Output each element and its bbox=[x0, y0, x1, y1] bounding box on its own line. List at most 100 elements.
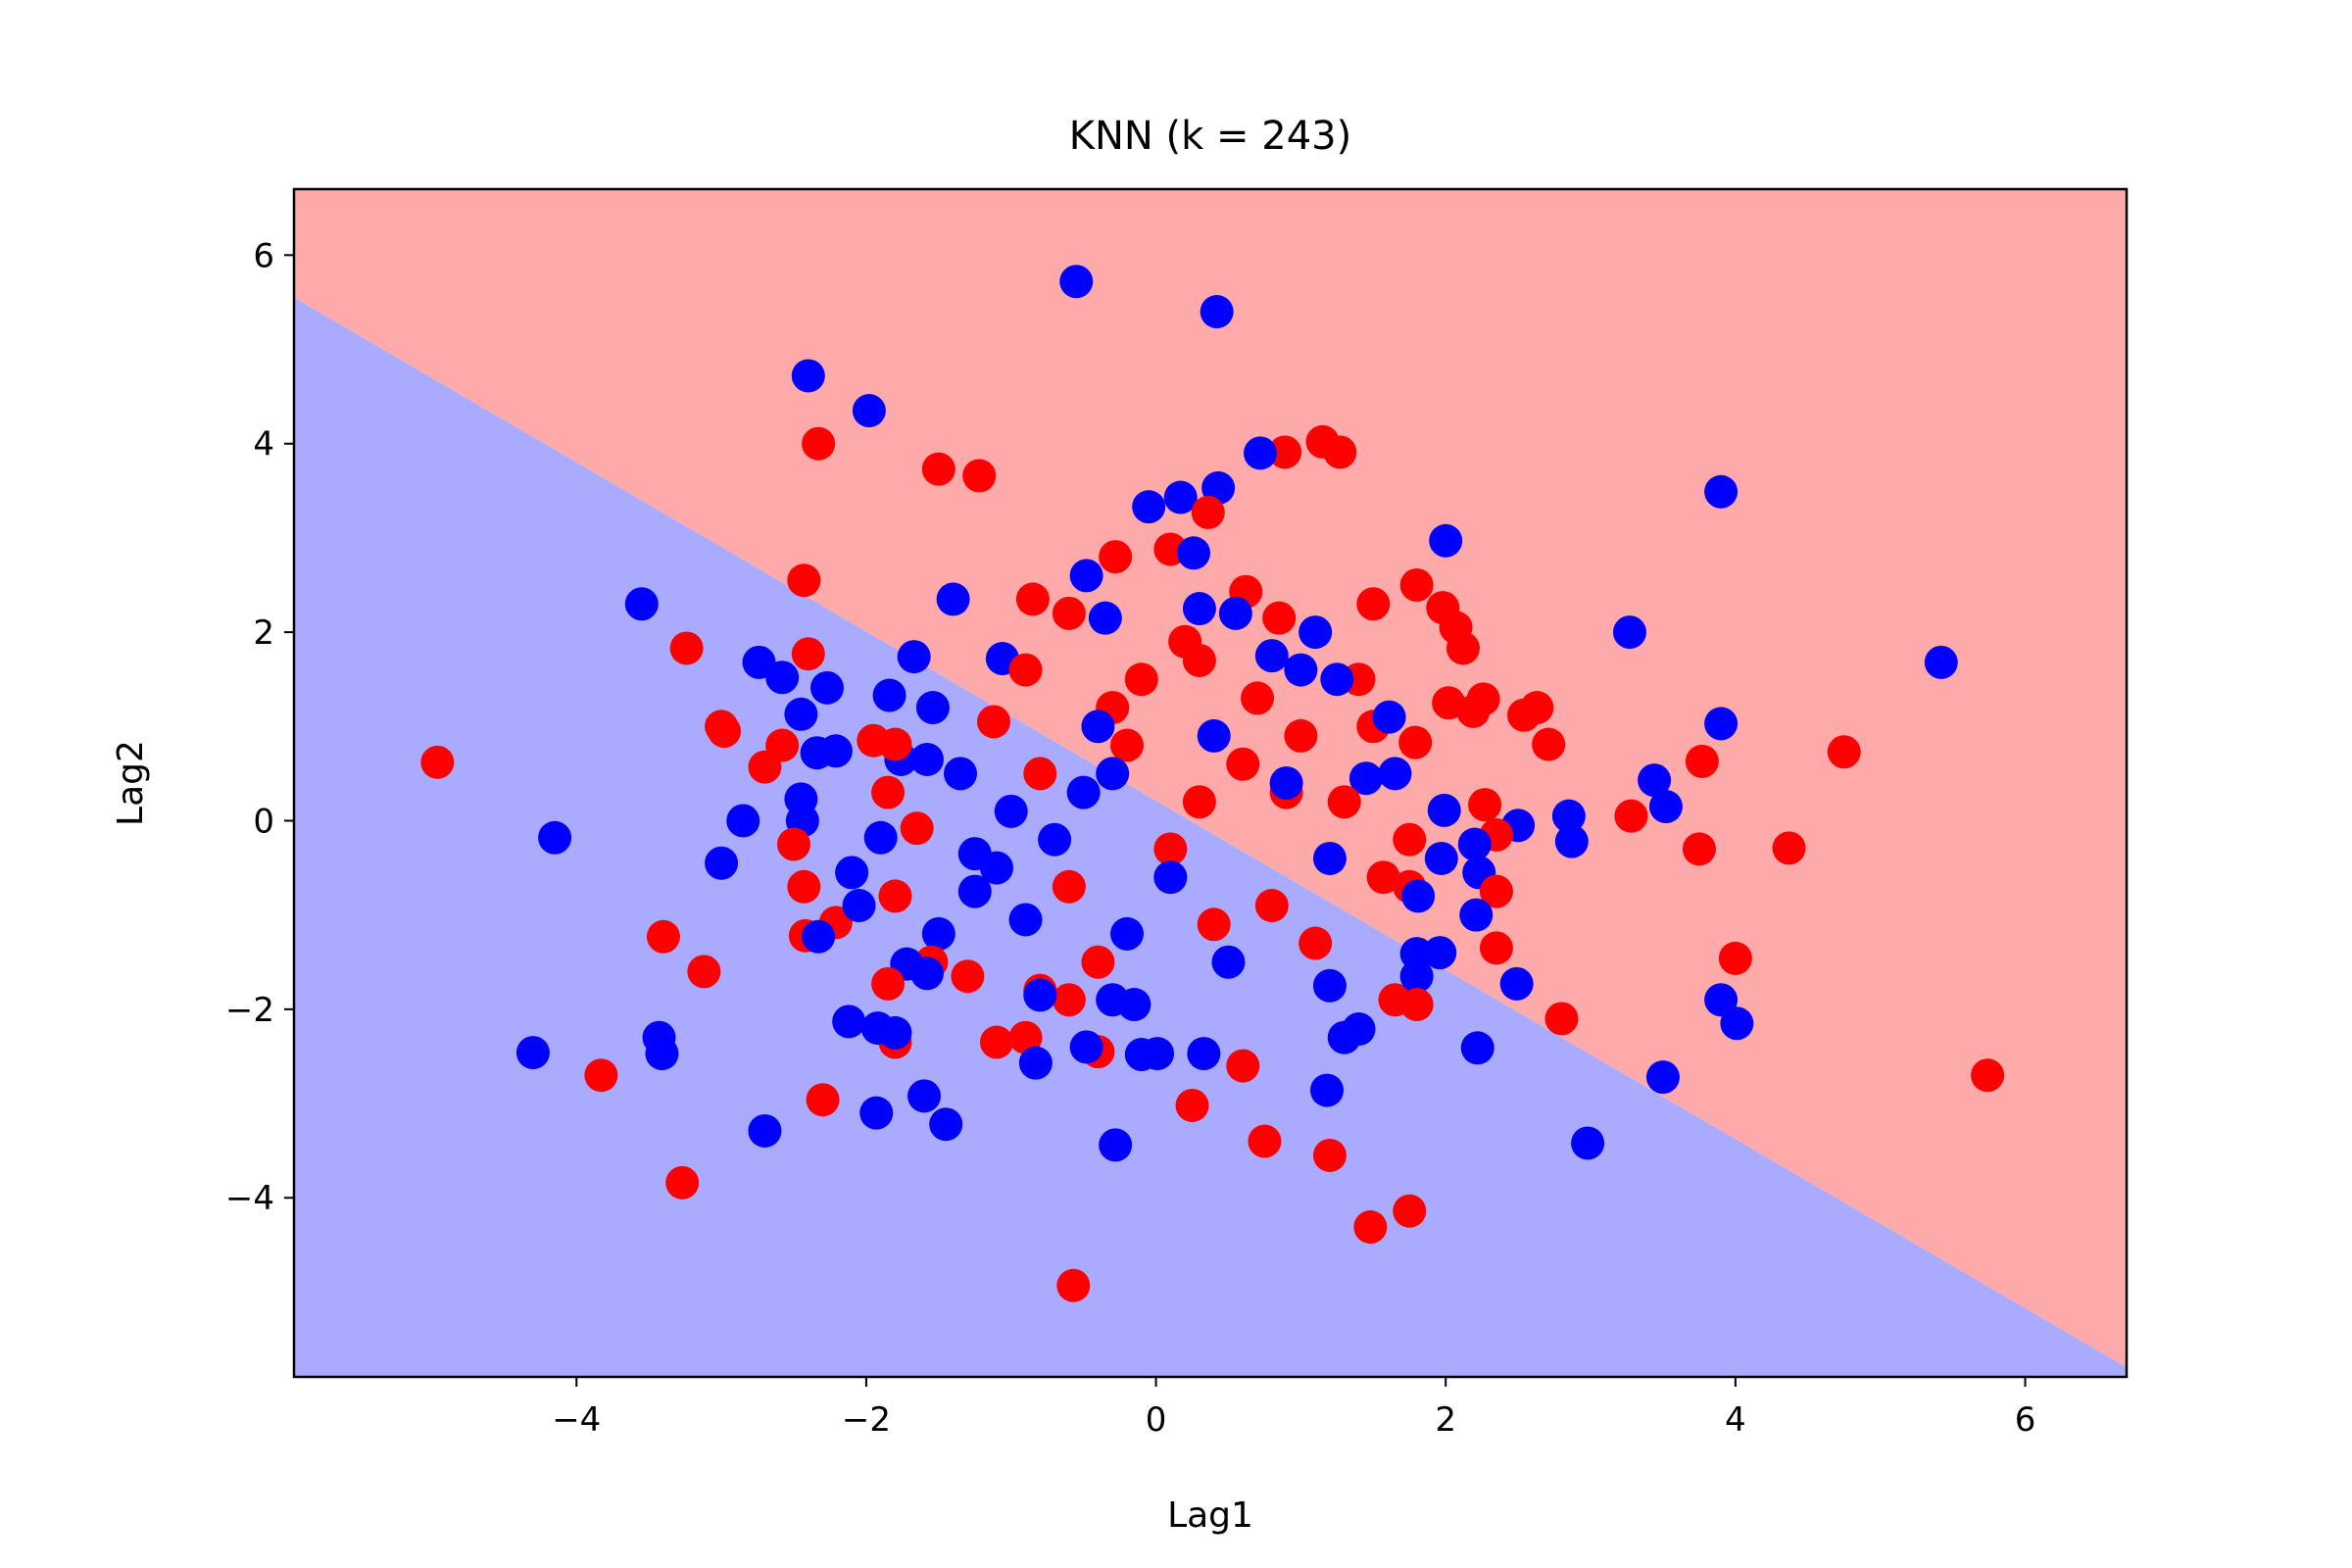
red-data-point bbox=[1248, 1124, 1282, 1158]
red-data-point bbox=[1353, 1210, 1388, 1245]
red-data-point bbox=[1052, 596, 1086, 630]
red-data-point bbox=[1312, 1138, 1347, 1172]
red-data-point bbox=[1399, 568, 1434, 602]
blue-data-point bbox=[936, 582, 970, 616]
blue-data-point bbox=[1638, 763, 1672, 798]
blue-data-point bbox=[1096, 757, 1130, 791]
blue-data-point bbox=[1088, 601, 1122, 635]
red-data-point bbox=[1081, 945, 1115, 979]
red-data-point bbox=[1008, 1020, 1043, 1054]
red-data-point bbox=[962, 459, 997, 493]
blue-data-point bbox=[1460, 1031, 1494, 1065]
blue-data-point bbox=[1459, 898, 1494, 932]
red-data-point bbox=[1398, 725, 1433, 760]
blue-data-point bbox=[1427, 793, 1461, 827]
blue-data-point bbox=[1141, 1037, 1175, 1071]
red-data-point bbox=[1153, 832, 1188, 866]
blue-data-point bbox=[1153, 860, 1188, 895]
red-data-point bbox=[748, 750, 782, 784]
red-data-point bbox=[420, 745, 455, 779]
blue-data-point bbox=[832, 1004, 866, 1039]
blue-data-point bbox=[1429, 523, 1463, 558]
red-data-point bbox=[1323, 435, 1357, 469]
red-data-point bbox=[802, 426, 836, 461]
blue-data-point bbox=[1059, 265, 1094, 299]
red-data-point bbox=[1052, 869, 1086, 904]
blue-data-point bbox=[645, 1037, 679, 1071]
blue-data-point bbox=[1197, 718, 1231, 753]
blue-data-point bbox=[1457, 827, 1492, 861]
red-data-point bbox=[1479, 931, 1513, 965]
x-tick-label: 4 bbox=[1725, 1400, 1746, 1440]
red-data-point bbox=[687, 955, 721, 989]
red-data-point bbox=[1226, 747, 1260, 781]
blue-data-point bbox=[1038, 822, 1072, 857]
blue-data-point bbox=[878, 1015, 912, 1050]
y-axis-label: Lag2 bbox=[111, 740, 151, 826]
red-data-point bbox=[871, 966, 906, 1001]
blue-data-point bbox=[1372, 700, 1406, 734]
red-data-point bbox=[1327, 785, 1361, 819]
blue-data-point bbox=[802, 919, 836, 954]
red-data-point bbox=[878, 727, 912, 761]
blue-data-point bbox=[1645, 1060, 1680, 1095]
blue-data-point bbox=[1499, 966, 1534, 1001]
x-axis-label: Lag1 bbox=[1167, 1495, 1253, 1536]
blue-data-point bbox=[1099, 1128, 1133, 1162]
red-data-point bbox=[1393, 822, 1427, 857]
red-data-point bbox=[979, 1025, 1013, 1059]
blue-data-point bbox=[1023, 978, 1057, 1012]
red-data-point bbox=[1124, 662, 1158, 697]
plot-area bbox=[294, 189, 2127, 1377]
blue-data-point bbox=[1378, 757, 1412, 791]
blue-data-point bbox=[944, 757, 977, 791]
blue-data-point bbox=[910, 742, 944, 776]
red-data-point bbox=[1544, 1002, 1579, 1036]
blue-data-point bbox=[994, 794, 1028, 828]
red-data-point bbox=[669, 631, 704, 665]
red-data-point bbox=[1685, 744, 1719, 778]
y-tick-label: 6 bbox=[253, 236, 274, 275]
blue-data-point bbox=[1187, 1037, 1221, 1071]
blue-data-point bbox=[979, 851, 1013, 885]
red-data-point bbox=[1023, 757, 1057, 791]
red-data-point bbox=[1284, 718, 1318, 753]
red-data-point bbox=[1446, 631, 1480, 665]
blue-data-point bbox=[1069, 559, 1103, 593]
red-data-point bbox=[787, 564, 821, 598]
blue-data-point bbox=[1110, 916, 1144, 951]
chart-title: KNN (k = 243) bbox=[1069, 114, 1351, 159]
blue-data-point bbox=[1704, 983, 1739, 1017]
blue-data-point bbox=[1648, 790, 1683, 824]
blue-data-point bbox=[929, 1107, 963, 1142]
blue-data-point bbox=[1269, 766, 1303, 800]
blue-data-point bbox=[907, 1079, 942, 1113]
red-data-point bbox=[1052, 983, 1086, 1017]
blue-data-point bbox=[1066, 775, 1101, 809]
blue-data-point bbox=[1704, 474, 1739, 509]
blue-data-point bbox=[1399, 959, 1434, 994]
red-data-point bbox=[1241, 681, 1275, 715]
blue-data-point bbox=[1244, 436, 1277, 470]
blue-data-point bbox=[515, 1036, 550, 1070]
red-data-point bbox=[1827, 735, 1861, 769]
blue-data-point bbox=[1312, 968, 1347, 1003]
blue-data-point bbox=[957, 874, 992, 908]
red-data-point bbox=[1015, 582, 1050, 616]
blue-data-point bbox=[1401, 879, 1436, 913]
blue-data-point bbox=[624, 587, 659, 621]
red-data-point bbox=[1520, 691, 1554, 725]
blue-data-point bbox=[1571, 1126, 1605, 1160]
blue-data-point bbox=[835, 856, 869, 890]
red-data-point bbox=[1110, 728, 1144, 762]
blue-data-point bbox=[1132, 490, 1166, 524]
red-data-point bbox=[791, 637, 825, 671]
blue-data-point bbox=[1720, 1006, 1754, 1041]
red-data-point bbox=[1971, 1058, 2005, 1093]
red-data-point bbox=[878, 879, 912, 913]
blue-class-region bbox=[294, 297, 2127, 1377]
blue-data-point bbox=[863, 820, 898, 855]
y-tick-label: −2 bbox=[225, 991, 274, 1030]
red-data-point bbox=[787, 869, 821, 904]
y-tick-label: −4 bbox=[225, 1179, 274, 1218]
